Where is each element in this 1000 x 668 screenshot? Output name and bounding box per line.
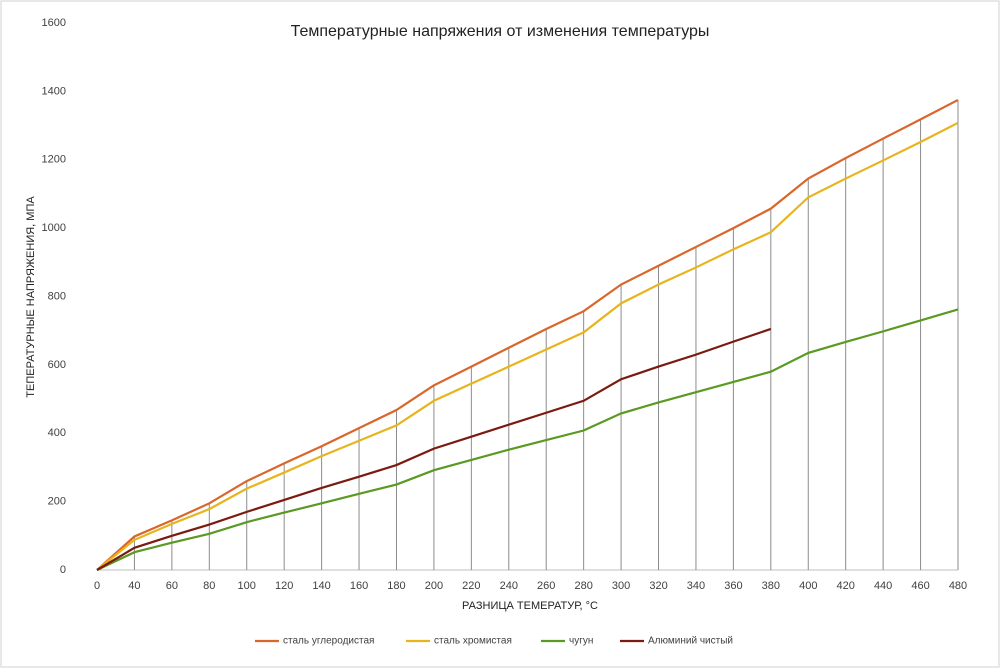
x-tick-label: 440 [874,580,892,592]
y-tick-label: 0 [60,564,66,576]
x-axis-title: РАЗНИЦА ТЕМЕРАТУР, °С [462,600,598,612]
y-tick-label: 800 [48,290,66,302]
x-tick-label: 60 [166,580,178,592]
y-tick-label: 1000 [42,222,66,234]
chart-title: Температурные напряжения от изменения те… [291,23,710,40]
legend-label: сталь углеродистая [283,636,374,647]
x-tick-label: 260 [537,580,555,592]
x-tick-label: 240 [500,580,518,592]
x-tick-label: 280 [574,580,592,592]
series-line [96,327,772,571]
x-tick-label: 480 [949,580,967,592]
x-tick-label: 420 [837,580,855,592]
x-tick-label: 40 [128,580,140,592]
y-tick-label: 1200 [42,154,66,166]
x-tick-label: 80 [203,580,215,592]
x-tick-label: 360 [724,580,742,592]
x-tick-label: 400 [799,580,817,592]
x-tick-label: 180 [387,580,405,592]
x-tick-label: 200 [425,580,443,592]
x-tick-label: 100 [238,580,256,592]
x-tick-label: 120 [275,580,293,592]
x-tick-label: 340 [687,580,705,592]
x-tick-label: 380 [762,580,780,592]
x-tick-label: 220 [462,580,480,592]
legend-label: сталь хромистая [434,636,512,647]
y-tick-label: 1400 [42,85,66,97]
series-line [96,308,959,571]
series-line [96,98,959,571]
x-tick-label: 460 [911,580,929,592]
x-tick-label: 0 [94,580,100,592]
y-tick-label: 600 [48,359,66,371]
legend-label: Алюминий чистый [648,636,733,647]
y-tick-label: 200 [48,496,66,508]
series-line [96,121,959,571]
y-tick-label: 1600 [42,17,66,29]
y-tick-label: 400 [48,427,66,439]
legend-label: чугун [569,636,593,647]
y-axis-title: ТЕПЕРАТУРНЫЕ НАПРЯЖЕНИЯ, МПА [25,196,37,398]
x-tick-label: 160 [350,580,368,592]
x-tick-label: 140 [312,580,330,592]
x-tick-label: 320 [649,580,667,592]
x-tick-label: 300 [612,580,630,592]
